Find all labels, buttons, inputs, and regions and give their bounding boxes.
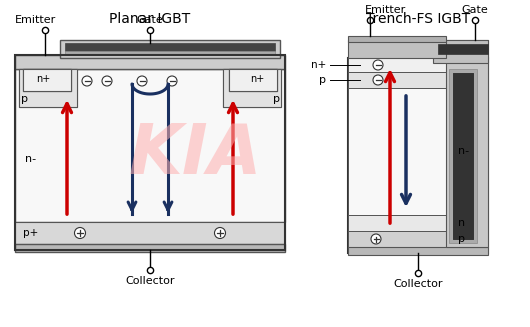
Circle shape [167,76,177,86]
Bar [449,69,477,243]
Bar [15,55,285,250]
Bar [453,73,473,239]
Bar [15,69,285,222]
Bar [433,40,488,58]
Bar [348,58,488,253]
Bar [19,69,77,107]
Text: Collector: Collector [125,276,175,286]
Circle shape [371,234,381,244]
Bar [348,40,446,58]
Bar [348,231,488,247]
Bar [446,58,488,247]
Text: n: n [458,218,465,228]
Bar [23,69,71,91]
Bar [438,44,488,54]
Text: n-: n- [458,146,469,156]
Text: Planar IGBT: Planar IGBT [109,12,191,26]
Bar [229,69,277,91]
Bar [433,40,488,63]
Text: Trench-FS IGBT: Trench-FS IGBT [366,12,470,26]
Circle shape [373,60,383,70]
Bar [60,40,280,58]
Text: Emitter: Emitter [365,5,407,15]
Bar [348,58,446,72]
Bar [229,69,277,91]
Text: p: p [458,234,465,244]
Circle shape [75,228,85,238]
Text: n+: n+ [36,74,50,84]
Circle shape [137,76,147,86]
Bar [15,222,285,244]
Bar [23,69,71,91]
Text: p: p [21,94,28,104]
Text: n-: n- [25,154,37,164]
Bar [23,69,71,91]
Bar [65,43,275,51]
Text: n+: n+ [250,74,264,84]
Text: Gate: Gate [137,15,163,25]
Bar [348,247,488,255]
Text: n+: n+ [311,60,326,70]
Bar [65,51,275,55]
Bar [223,69,281,107]
Circle shape [82,76,92,86]
Bar [348,215,488,231]
Circle shape [215,228,225,238]
Bar [348,72,446,88]
Text: p: p [272,94,279,104]
Text: Gate: Gate [462,5,488,15]
Text: Emitter: Emitter [15,15,56,25]
Circle shape [102,76,112,86]
Bar [15,55,285,69]
Text: p+: p+ [23,228,39,238]
Bar [15,244,285,252]
Text: p: p [319,75,326,85]
Circle shape [373,75,383,85]
Bar [229,69,277,91]
Bar [223,69,281,107]
Text: KIA: KIA [128,122,262,188]
Bar [19,69,77,107]
Bar [453,73,473,239]
Bar [348,36,446,42]
Text: Collector: Collector [393,279,443,289]
Bar [348,88,488,215]
